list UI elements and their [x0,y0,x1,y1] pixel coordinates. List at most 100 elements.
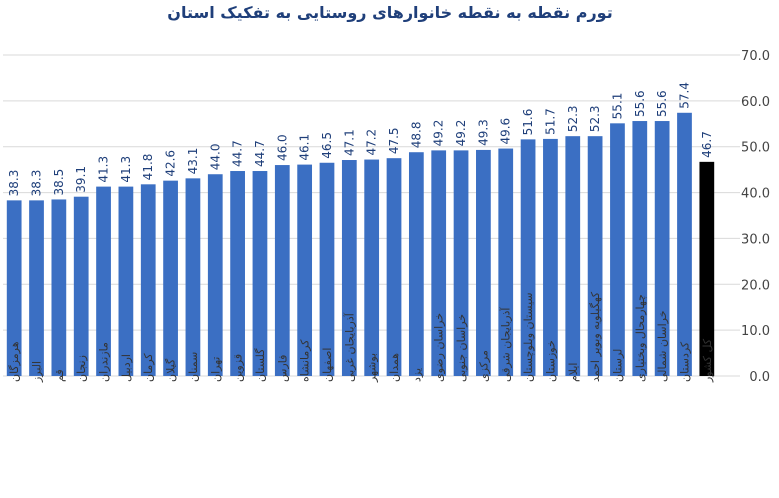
bar [140,184,156,376]
x-tick-label: هرمزگان [8,341,21,382]
value-label: 57.4 [677,82,691,109]
x-tick-label: لرستان [611,349,624,382]
x-tick-label: خراسان رضوی [433,313,446,382]
value-label: 49.6 [499,118,513,145]
x-tick-label: کرمانشاه [299,339,312,382]
value-label: 43.1 [186,148,200,175]
bar [29,200,44,376]
x-tick-label: ایلام [567,363,580,383]
bar [274,165,290,376]
y-tick-label: 50.0 [741,141,770,156]
x-tick-label: البرز [31,361,44,383]
value-label: 38.5 [52,169,66,196]
value-label: 44.7 [231,140,245,167]
bar [319,162,335,376]
x-tick-label: کل کشور [701,338,714,383]
bar [6,200,22,376]
bar [73,196,89,376]
y-tick-label: 10.0 [741,324,770,339]
x-tick-label: خراسان جنوبی [455,314,468,382]
value-label: 52.3 [566,105,580,132]
y-tick-label: 30.0 [741,232,770,247]
x-tick-label: اصفهان [321,348,334,382]
y-tick-label: 0.0 [749,370,770,385]
value-label: 47.5 [387,127,401,154]
x-tick-label: خراسان شمالی [656,310,669,382]
value-label: 51.6 [521,109,535,136]
bar [230,171,245,376]
bar [565,136,581,376]
value-label: 49.2 [454,120,468,147]
bar [476,149,491,376]
bar [185,178,201,376]
chart-title: تورم نقطه به نقطه خانوارهای روستایی به ت… [167,3,612,22]
value-label: 55.6 [655,90,669,117]
x-tick-label: زنجان [75,355,88,382]
x-tick-label: اردبیل [120,354,133,382]
bar [520,139,536,376]
bar [632,121,648,376]
x-tick-label: آذربایجان غربی [342,312,356,382]
bar [297,164,313,376]
bar [386,158,402,376]
value-label: 41.3 [119,156,133,183]
bar [587,136,603,376]
y-tick-label: 70.0 [741,49,770,64]
bar [408,152,424,376]
x-tick-label: تهران [209,357,222,382]
value-label: 52.3 [588,105,602,132]
value-label: 46.5 [320,132,334,159]
x-tick-label: گلستان [254,348,267,382]
x-tick-label: مرکزی [477,350,490,382]
bar [677,112,692,376]
bar [431,150,447,376]
bar [163,180,178,376]
x-tick-label: کردستان [678,341,691,382]
bar [118,186,134,376]
value-label: 38.3 [7,170,21,197]
x-tick-label: کهگیلویه وبویر احمد [589,291,602,382]
value-label: 49.3 [476,119,490,146]
bar [207,174,223,376]
x-tick-label: بوشهر [366,353,379,383]
bar [364,159,380,376]
value-label: 41.3 [97,156,111,183]
bar [498,148,514,376]
value-label: 48.8 [409,121,423,148]
value-label: 55.1 [610,93,624,120]
bar [51,199,67,376]
bar [252,171,268,376]
value-label: 55.6 [633,90,647,117]
x-tick-label: چهارمحال وبختیاری [634,294,647,382]
bar [654,121,670,376]
x-tick-label: قزوین [232,354,245,382]
x-tick-label: گیلان [165,358,178,382]
x-tick-label: سمنان [187,352,200,382]
y-tick-label: 40.0 [741,187,770,202]
value-label: 46.7 [700,131,714,158]
value-label: 44.7 [253,140,267,167]
x-tick-label: کرمان [142,353,155,382]
y-tick-label: 60.0 [741,95,770,110]
value-label: 51.7 [543,108,557,135]
x-tick-label: فارس [276,355,289,382]
bar [699,161,715,376]
bar [341,160,357,376]
bar [543,138,558,376]
value-label: 42.6 [164,150,178,177]
value-label: 46.0 [275,134,289,161]
x-tick-label: یزد [410,368,423,382]
x-tick-label: قم [53,369,66,382]
value-label: 41.8 [141,154,155,181]
value-label: 47.2 [365,129,379,156]
value-label: 47.1 [342,129,356,156]
value-label: 46.1 [298,134,312,161]
value-label: 49.2 [432,120,446,147]
bar [96,186,111,376]
bar [453,150,469,376]
value-label: 44.0 [208,144,222,171]
value-label: 38.3 [30,170,44,197]
x-tick-label: مازندران [98,342,111,382]
x-tick-label: آذربایجان شرقی [499,307,513,382]
